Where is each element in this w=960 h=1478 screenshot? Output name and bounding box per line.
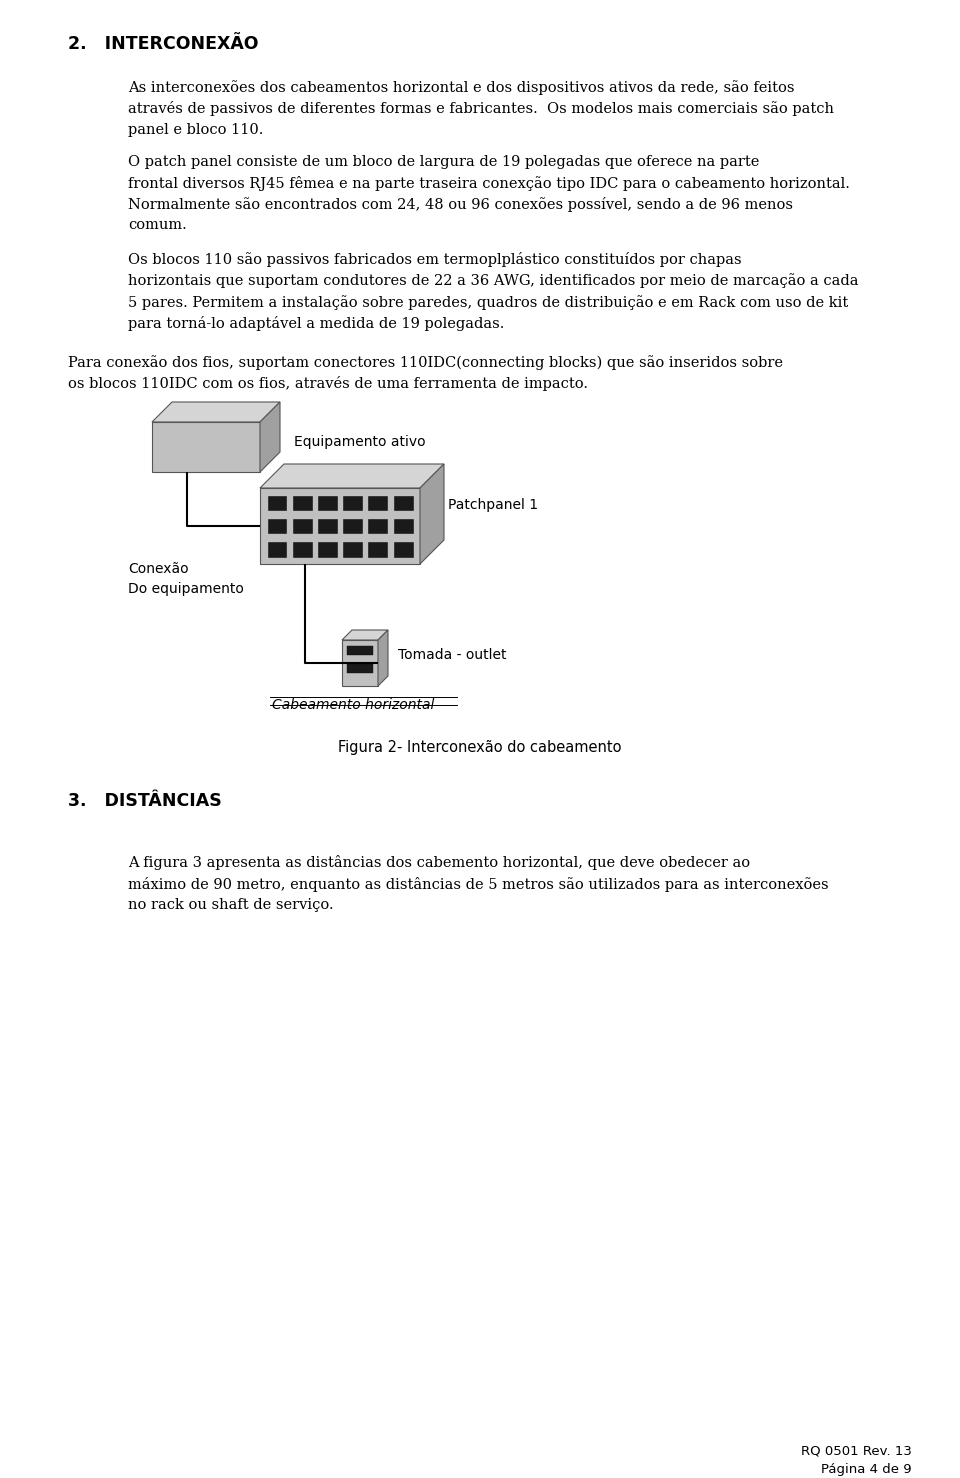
FancyBboxPatch shape <box>293 519 312 534</box>
Polygon shape <box>342 630 388 640</box>
FancyBboxPatch shape <box>293 542 312 557</box>
FancyBboxPatch shape <box>318 542 337 557</box>
FancyBboxPatch shape <box>342 640 378 686</box>
Text: Cabeamento horizontal: Cabeamento horizontal <box>272 698 434 712</box>
Polygon shape <box>152 402 280 423</box>
Text: O patch panel consiste de um bloco de largura de 19 polegadas que oferece na par: O patch panel consiste de um bloco de la… <box>128 155 850 232</box>
FancyBboxPatch shape <box>347 664 373 672</box>
FancyBboxPatch shape <box>318 519 337 534</box>
Text: Tomada - outlet: Tomada - outlet <box>398 647 507 662</box>
FancyBboxPatch shape <box>268 519 286 534</box>
Polygon shape <box>420 464 444 565</box>
Text: A figura 3 apresenta as distâncias dos cabemento horizontal, que deve obedecer a: A figura 3 apresenta as distâncias dos c… <box>128 854 828 912</box>
Text: Equipamento ativo: Equipamento ativo <box>294 435 425 449</box>
Text: As interconexões dos cabeamentos horizontal e dos dispositivos ativos da rede, s: As interconexões dos cabeamentos horizon… <box>128 80 834 136</box>
FancyBboxPatch shape <box>268 495 286 510</box>
FancyBboxPatch shape <box>369 519 387 534</box>
FancyBboxPatch shape <box>260 488 420 565</box>
Text: Conexão
Do equipamento: Conexão Do equipamento <box>128 562 244 596</box>
FancyBboxPatch shape <box>343 495 362 510</box>
Text: Para conexão dos fios, suportam conectores 110IDC(connecting blocks) que são ins: Para conexão dos fios, suportam conector… <box>68 355 783 392</box>
Polygon shape <box>378 630 388 686</box>
FancyBboxPatch shape <box>343 519 362 534</box>
FancyBboxPatch shape <box>318 495 337 510</box>
Text: Os blocos 110 são passivos fabricados em termoplplástico constituídos por chapas: Os blocos 110 são passivos fabricados em… <box>128 253 858 331</box>
Text: 2.   INTERCONEXÃO: 2. INTERCONEXÃO <box>68 35 258 53</box>
Text: Figura 2- Interconexão do cabeamento: Figura 2- Interconexão do cabeamento <box>338 740 622 755</box>
FancyBboxPatch shape <box>268 542 286 557</box>
FancyBboxPatch shape <box>394 542 413 557</box>
FancyBboxPatch shape <box>394 495 413 510</box>
Text: RQ 0501 Rev. 13: RQ 0501 Rev. 13 <box>802 1445 912 1457</box>
Text: Página 4 de 9: Página 4 de 9 <box>822 1463 912 1477</box>
FancyBboxPatch shape <box>152 423 260 471</box>
FancyBboxPatch shape <box>369 495 387 510</box>
FancyBboxPatch shape <box>394 519 413 534</box>
Text: 3.   DISTÂNCIAS: 3. DISTÂNCIAS <box>68 792 222 810</box>
FancyBboxPatch shape <box>293 495 312 510</box>
FancyBboxPatch shape <box>369 542 387 557</box>
Polygon shape <box>260 402 280 471</box>
FancyBboxPatch shape <box>343 542 362 557</box>
Polygon shape <box>260 464 444 488</box>
Text: Patchpanel 1: Patchpanel 1 <box>448 498 539 511</box>
FancyBboxPatch shape <box>347 646 373 655</box>
